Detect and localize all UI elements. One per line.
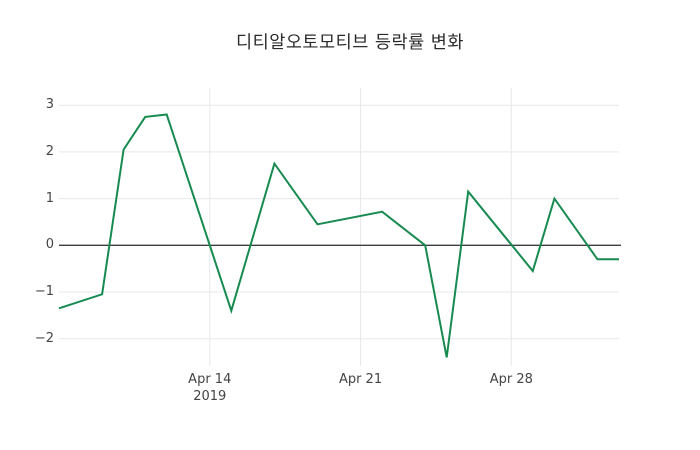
chart-title: 디티알오토모티브 등락률 변화 <box>236 33 464 53</box>
y-tick-label: 2 <box>45 143 54 159</box>
x-tick-label: Apr 14 <box>188 372 232 387</box>
x-tick: Apr 21 <box>316 371 406 388</box>
x-tick-label: Apr 21 <box>338 372 383 387</box>
y-tick-label: 3 <box>45 97 54 113</box>
x-tick: Apr 28 <box>466 371 556 388</box>
y-tick-label: −1 <box>34 284 54 299</box>
y-tick-label: −2 <box>34 330 54 346</box>
x-tick-label: Apr 28 <box>489 372 533 387</box>
x-tick: Apr 14 2019 <box>165 371 255 405</box>
y-tick-label: 0 <box>45 237 54 253</box>
y-tick-label: 1 <box>45 190 54 206</box>
price-change-line <box>58 113 619 358</box>
x-tick-year: 2019 <box>193 389 227 404</box>
